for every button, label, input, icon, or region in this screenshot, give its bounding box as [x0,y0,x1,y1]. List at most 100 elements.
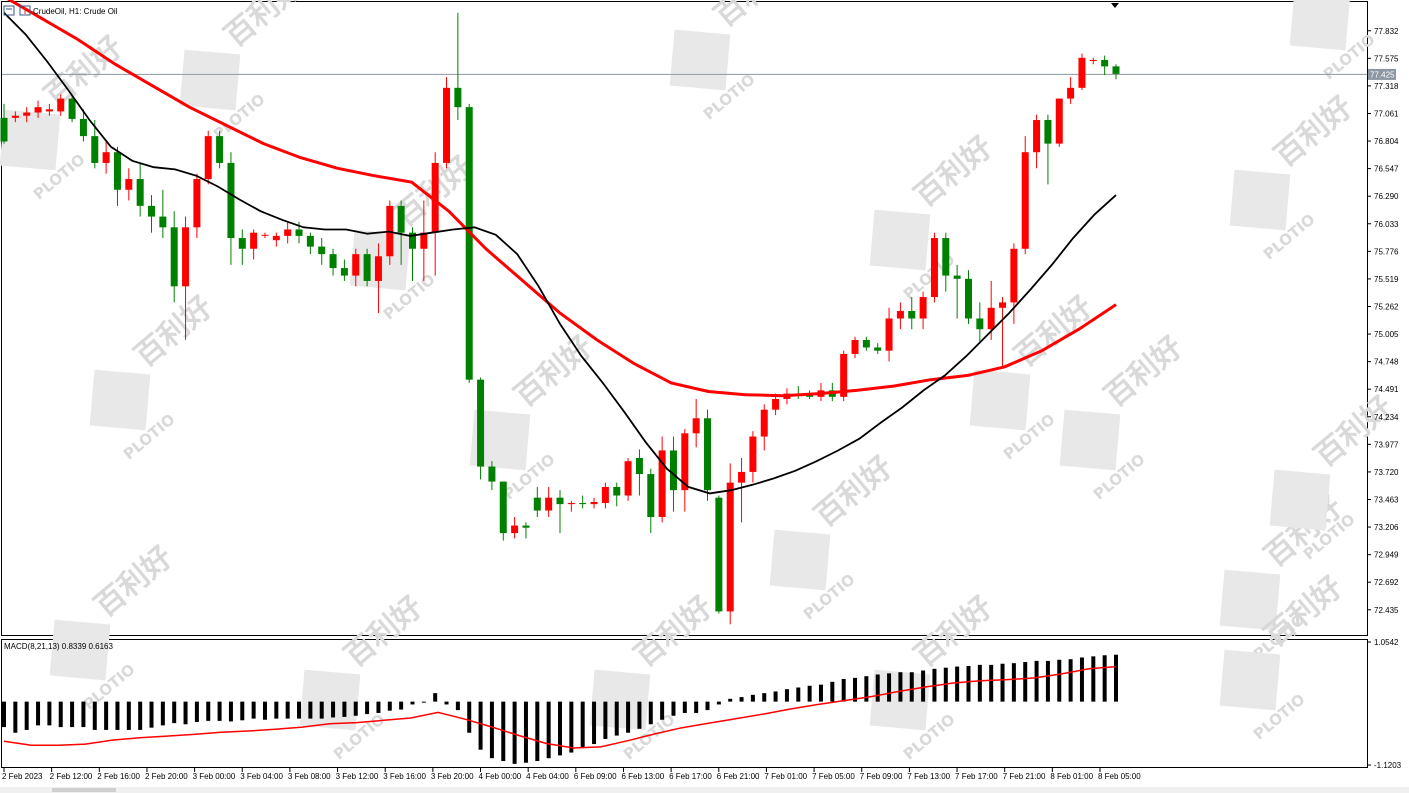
candle [533,486,541,517]
macd-bar [387,701,392,711]
candle-body [488,466,496,482]
candle-body [0,117,8,142]
watermark-logo-shape [869,209,931,271]
macd-bar [104,701,109,730]
horizontal-scrollbar[interactable] [0,787,1409,793]
macd-bar [81,701,86,728]
time-tick-label: 2 Feb 16:00 [97,772,140,781]
watermark-logo-shape [1219,569,1281,631]
macd-bar [331,701,336,718]
candle-body [862,339,870,348]
candle-body [953,275,961,279]
macd-bar [1023,662,1028,702]
candle-body [772,398,780,410]
candle-body [477,379,485,467]
candle-body [318,246,326,255]
chart-bars-icon[interactable] [19,5,31,16]
price-tick-label: 75.262 [1374,302,1399,311]
candle [1101,55,1109,75]
candle [227,152,235,265]
candle-body [749,436,757,472]
macd-bar [898,672,903,702]
scrollbar-thumb[interactable] [52,788,116,792]
candle-body [11,115,19,118]
candle [1010,243,1018,324]
watermark-logo-shape [89,369,151,431]
watermark-logo-shape [1229,169,1291,231]
macd-bar [523,701,528,763]
price-tick-label: 74.491 [1374,385,1399,394]
watermark-logo-shape [1289,0,1351,51]
watermark-logo-shape [49,619,111,681]
candle-body [374,256,382,281]
candle [715,495,723,614]
price-tick-label: 72.435 [1374,606,1399,615]
candle-body [272,235,280,241]
candle [352,248,360,287]
candle-body [1044,120,1052,144]
time-tick-label: 7 Feb 17:00 [955,772,998,781]
macd-bar [433,693,438,702]
candle [238,229,246,265]
candle [1055,98,1063,147]
macd-bar [13,701,18,733]
macd-bar [376,701,381,713]
candle [272,232,280,247]
window-icons[interactable] [3,5,31,16]
candle-body [284,229,292,236]
candle [68,96,76,123]
candle [1021,136,1029,255]
candle-body [624,461,632,496]
candle [11,111,19,123]
macd-bar [546,701,551,759]
macd-bar [977,664,982,702]
candle-body [658,450,666,517]
price-tick-label: 76.547 [1374,165,1399,174]
price-tick-label: 75.005 [1374,330,1399,339]
macd-bar [489,701,494,759]
candle [601,482,609,509]
candle [1044,114,1052,185]
macd-axis: 1.0542 -1.1203 [1367,638,1402,770]
chart-shift-marker-icon[interactable] [1111,3,1119,8]
macd-tick-label: -1.1203 [1374,761,1402,770]
candle-body [692,418,700,434]
price-tick-label: 76.804 [1374,137,1399,146]
time-tick-label: 7 Feb 05:00 [812,772,855,781]
candle [635,449,643,496]
macd-bar [966,665,971,702]
macd-bar [160,701,165,726]
watermark-logo-shape [769,529,831,591]
macd-bar [807,685,812,702]
candle-body [1021,152,1029,249]
candle [738,457,746,523]
candle-body [397,205,405,233]
price-tick-label: 73.463 [1374,495,1399,504]
macd-bar [444,701,449,705]
candle-body [601,486,609,504]
candle [443,77,451,169]
macd-bar [149,701,154,728]
candle [556,490,564,534]
candle-body [102,152,110,163]
time-tick-label: 3 Feb 16:00 [383,772,426,781]
macd-bar [796,687,801,702]
macd-bar [399,701,404,710]
candle [477,377,485,480]
candle-body [590,501,598,505]
macd-bar [1102,655,1107,702]
macd-bar [24,701,29,730]
chart-menu-icon[interactable] [3,5,15,16]
macd-bar [512,701,517,764]
time-tick-label: 2 Feb 12:00 [50,772,93,781]
candle [261,232,269,239]
candle [465,103,473,383]
candle [1067,77,1075,104]
candle-body [885,318,893,351]
candle [590,497,598,509]
candle [647,468,655,534]
candle [340,259,348,281]
candle-body [760,409,768,437]
price-axis: 77.832 77.575 77.318 77.061 76.804 76.547 76.2… [1367,27,1399,615]
candle [0,103,8,144]
